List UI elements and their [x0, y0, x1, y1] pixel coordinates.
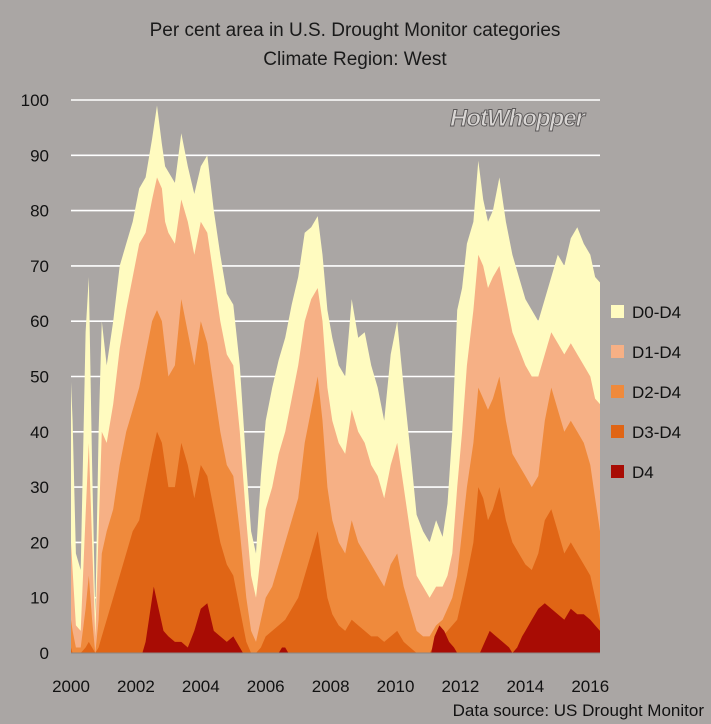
legend: D0-D4 D1-D4 D2-D4 D3-D4 D4 — [611, 303, 681, 482]
y-tick-label: 90 — [30, 146, 49, 165]
y-tick-label: 50 — [30, 368, 49, 387]
area-d4 — [71, 586, 600, 653]
y-tick-label: 30 — [30, 478, 49, 497]
legend-swatch-d0-d4 — [611, 305, 624, 318]
legend-label-d0-d4: D0-D4 — [632, 303, 681, 322]
chart-title: Per cent area in U.S. Drought Monitor ca… — [150, 20, 561, 70]
y-tick-label: 70 — [30, 257, 49, 276]
legend-swatch-d1-d4 — [611, 345, 624, 358]
series-areas — [71, 105, 600, 654]
data-source-note: Data source: US Drought Monitor — [453, 701, 705, 720]
x-tick-label: 2016 — [571, 677, 609, 696]
chart-title-line-2: Climate Region: West — [263, 49, 447, 70]
x-tick-label: 2012 — [442, 677, 480, 696]
legend-label-d3-d4: D3-D4 — [632, 423, 681, 442]
y-tick-label: 10 — [30, 589, 49, 608]
x-tick-label: 2010 — [377, 677, 415, 696]
legend-label-d1-d4: D1-D4 — [632, 343, 681, 362]
legend-swatch-d3-d4 — [611, 425, 624, 438]
y-tick-label: 20 — [30, 533, 49, 552]
y-tick-label: 100 — [21, 91, 49, 110]
y-tick-label: 80 — [30, 202, 49, 221]
x-axis-tick-labels: 2000 2002 2004 2006 2008 2010 2012 2014 2016 — [52, 677, 609, 696]
x-tick-label: 2008 — [312, 677, 350, 696]
y-tick-label: 0 — [40, 644, 49, 663]
x-tick-label: 2004 — [182, 677, 220, 696]
x-tick-label: 2002 — [117, 677, 155, 696]
x-tick-label: 2014 — [506, 677, 544, 696]
y-axis-tick-labels: 0 10 20 30 40 50 60 70 80 90 100 — [21, 91, 49, 663]
area-d3-d4 — [71, 431, 600, 653]
hotwhopper-watermark: HotWhopper — [450, 105, 587, 132]
x-tick-label: 2006 — [247, 677, 285, 696]
y-tick-label: 60 — [30, 312, 49, 331]
x-tick-label: 2000 — [52, 677, 90, 696]
y-tick-label: 40 — [30, 423, 49, 442]
chart-title-line-1: Per cent area in U.S. Drought Monitor ca… — [150, 20, 561, 41]
legend-swatch-d4 — [611, 465, 624, 478]
legend-label-d4: D4 — [632, 463, 654, 482]
legend-label-d2-d4: D2-D4 — [632, 383, 681, 402]
legend-swatch-d2-d4 — [611, 385, 624, 398]
